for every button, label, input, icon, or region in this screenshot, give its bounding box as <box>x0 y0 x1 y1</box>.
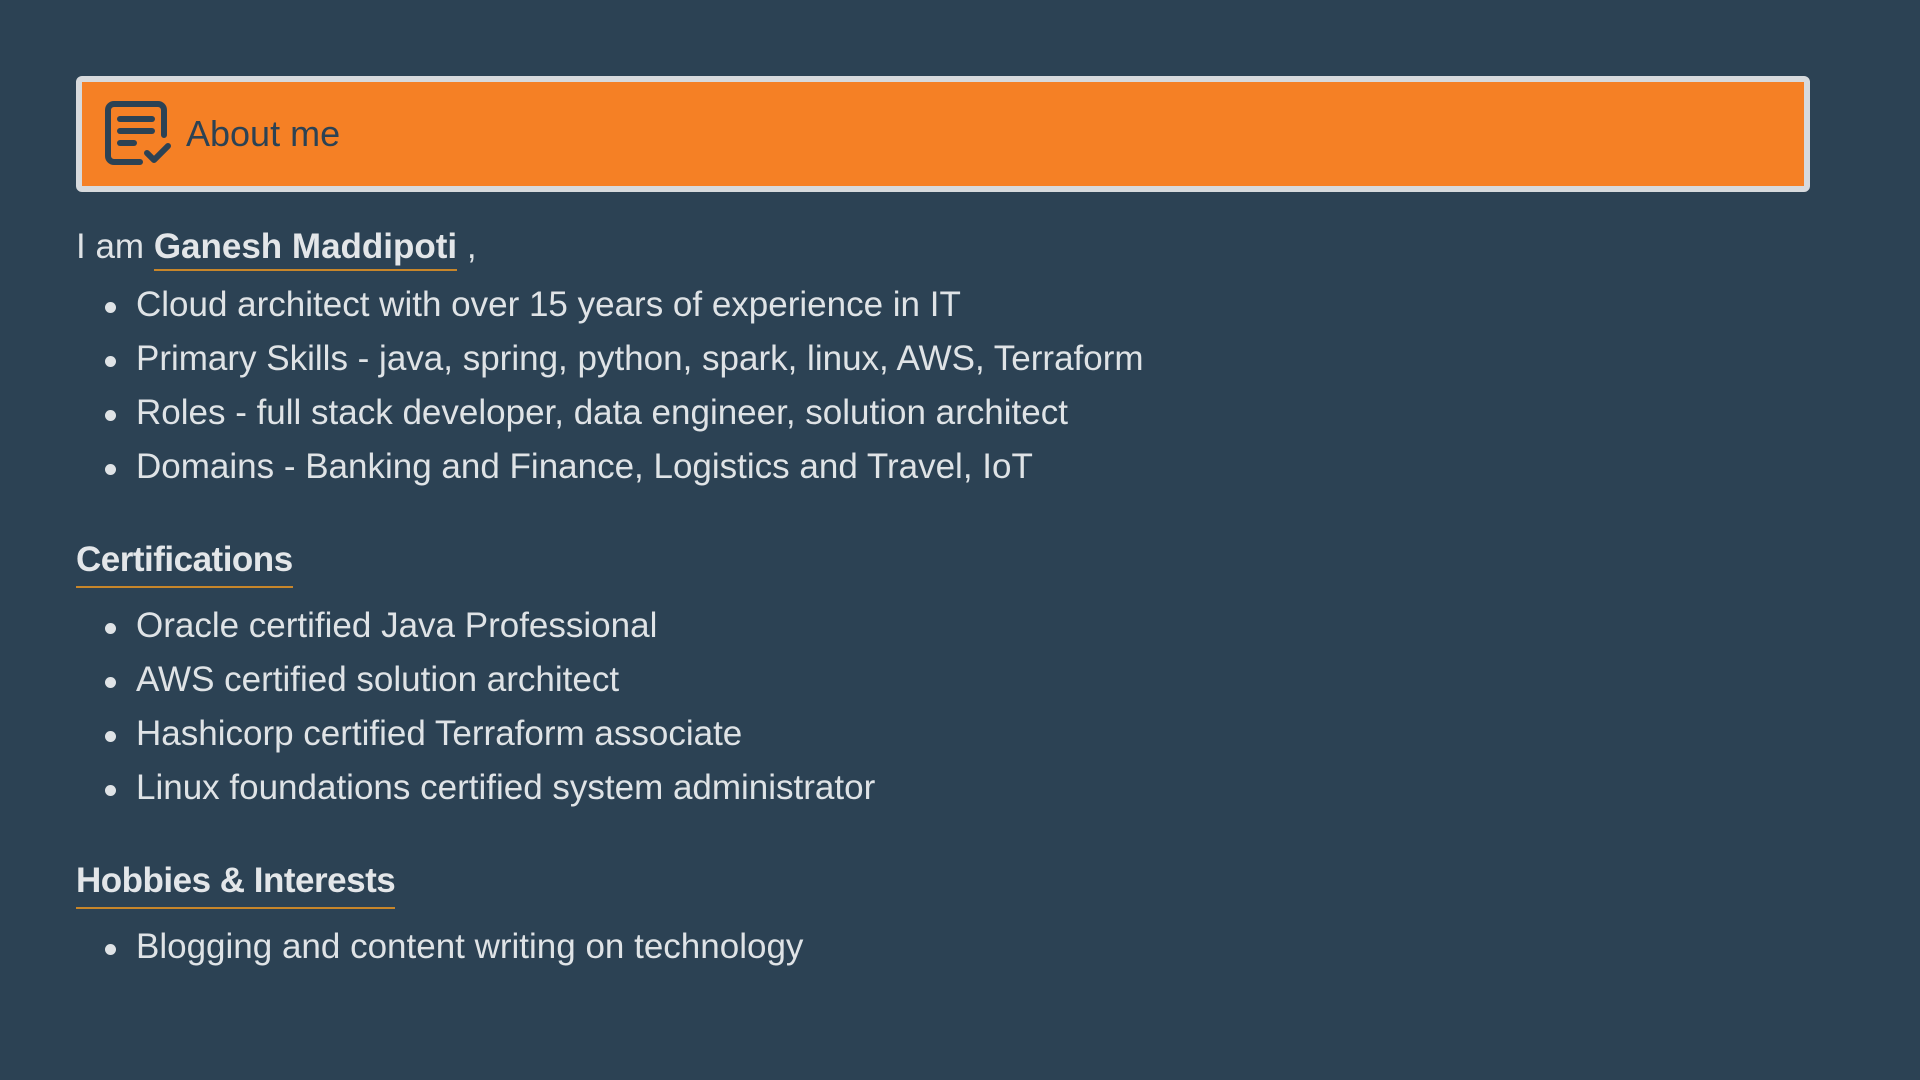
intro-prefix: I am <box>76 227 145 266</box>
intro-line: I am Ganesh Maddipoti , <box>76 220 1810 274</box>
hobbies-section: Hobbies & Interests Blogging and content… <box>76 859 1810 974</box>
list-item: Primary Skills - java, spring, python, s… <box>76 332 1810 386</box>
list-item: Roles - full stack developer, data engin… <box>76 386 1810 440</box>
about-list: Cloud architect with over 15 years of ex… <box>76 278 1810 494</box>
list-item: Blogging and content writing on technolo… <box>76 920 1810 974</box>
hobbies-list: Blogging and content writing on technolo… <box>76 920 1810 974</box>
certifications-section: Certifications Oracle certified Java Pro… <box>76 538 1810 815</box>
page-title: About me <box>186 113 341 154</box>
list-item: Hashicorp certified Terraform associate <box>76 707 1810 761</box>
list-item: Oracle certified Java Professional <box>76 599 1810 653</box>
list-item: Linux foundations certified system admin… <box>76 761 1810 815</box>
about-content: I am Ganesh Maddipoti , Cloud architect … <box>76 220 1810 974</box>
about-me-header: About me <box>76 76 1810 192</box>
list-item: AWS certified solution architect <box>76 653 1810 707</box>
certifications-list: Oracle certified Java Professional AWS c… <box>76 599 1810 815</box>
intro-suffix: , <box>466 227 477 266</box>
author-name-link[interactable]: Ganesh Maddipoti <box>153 227 458 271</box>
hobbies-heading: Hobbies & Interests <box>76 859 396 909</box>
document-check-icon <box>100 97 174 171</box>
certifications-heading: Certifications <box>76 538 293 588</box>
list-item: Domains - Banking and Finance, Logistics… <box>76 440 1810 494</box>
list-item: Cloud architect with over 15 years of ex… <box>76 278 1810 332</box>
